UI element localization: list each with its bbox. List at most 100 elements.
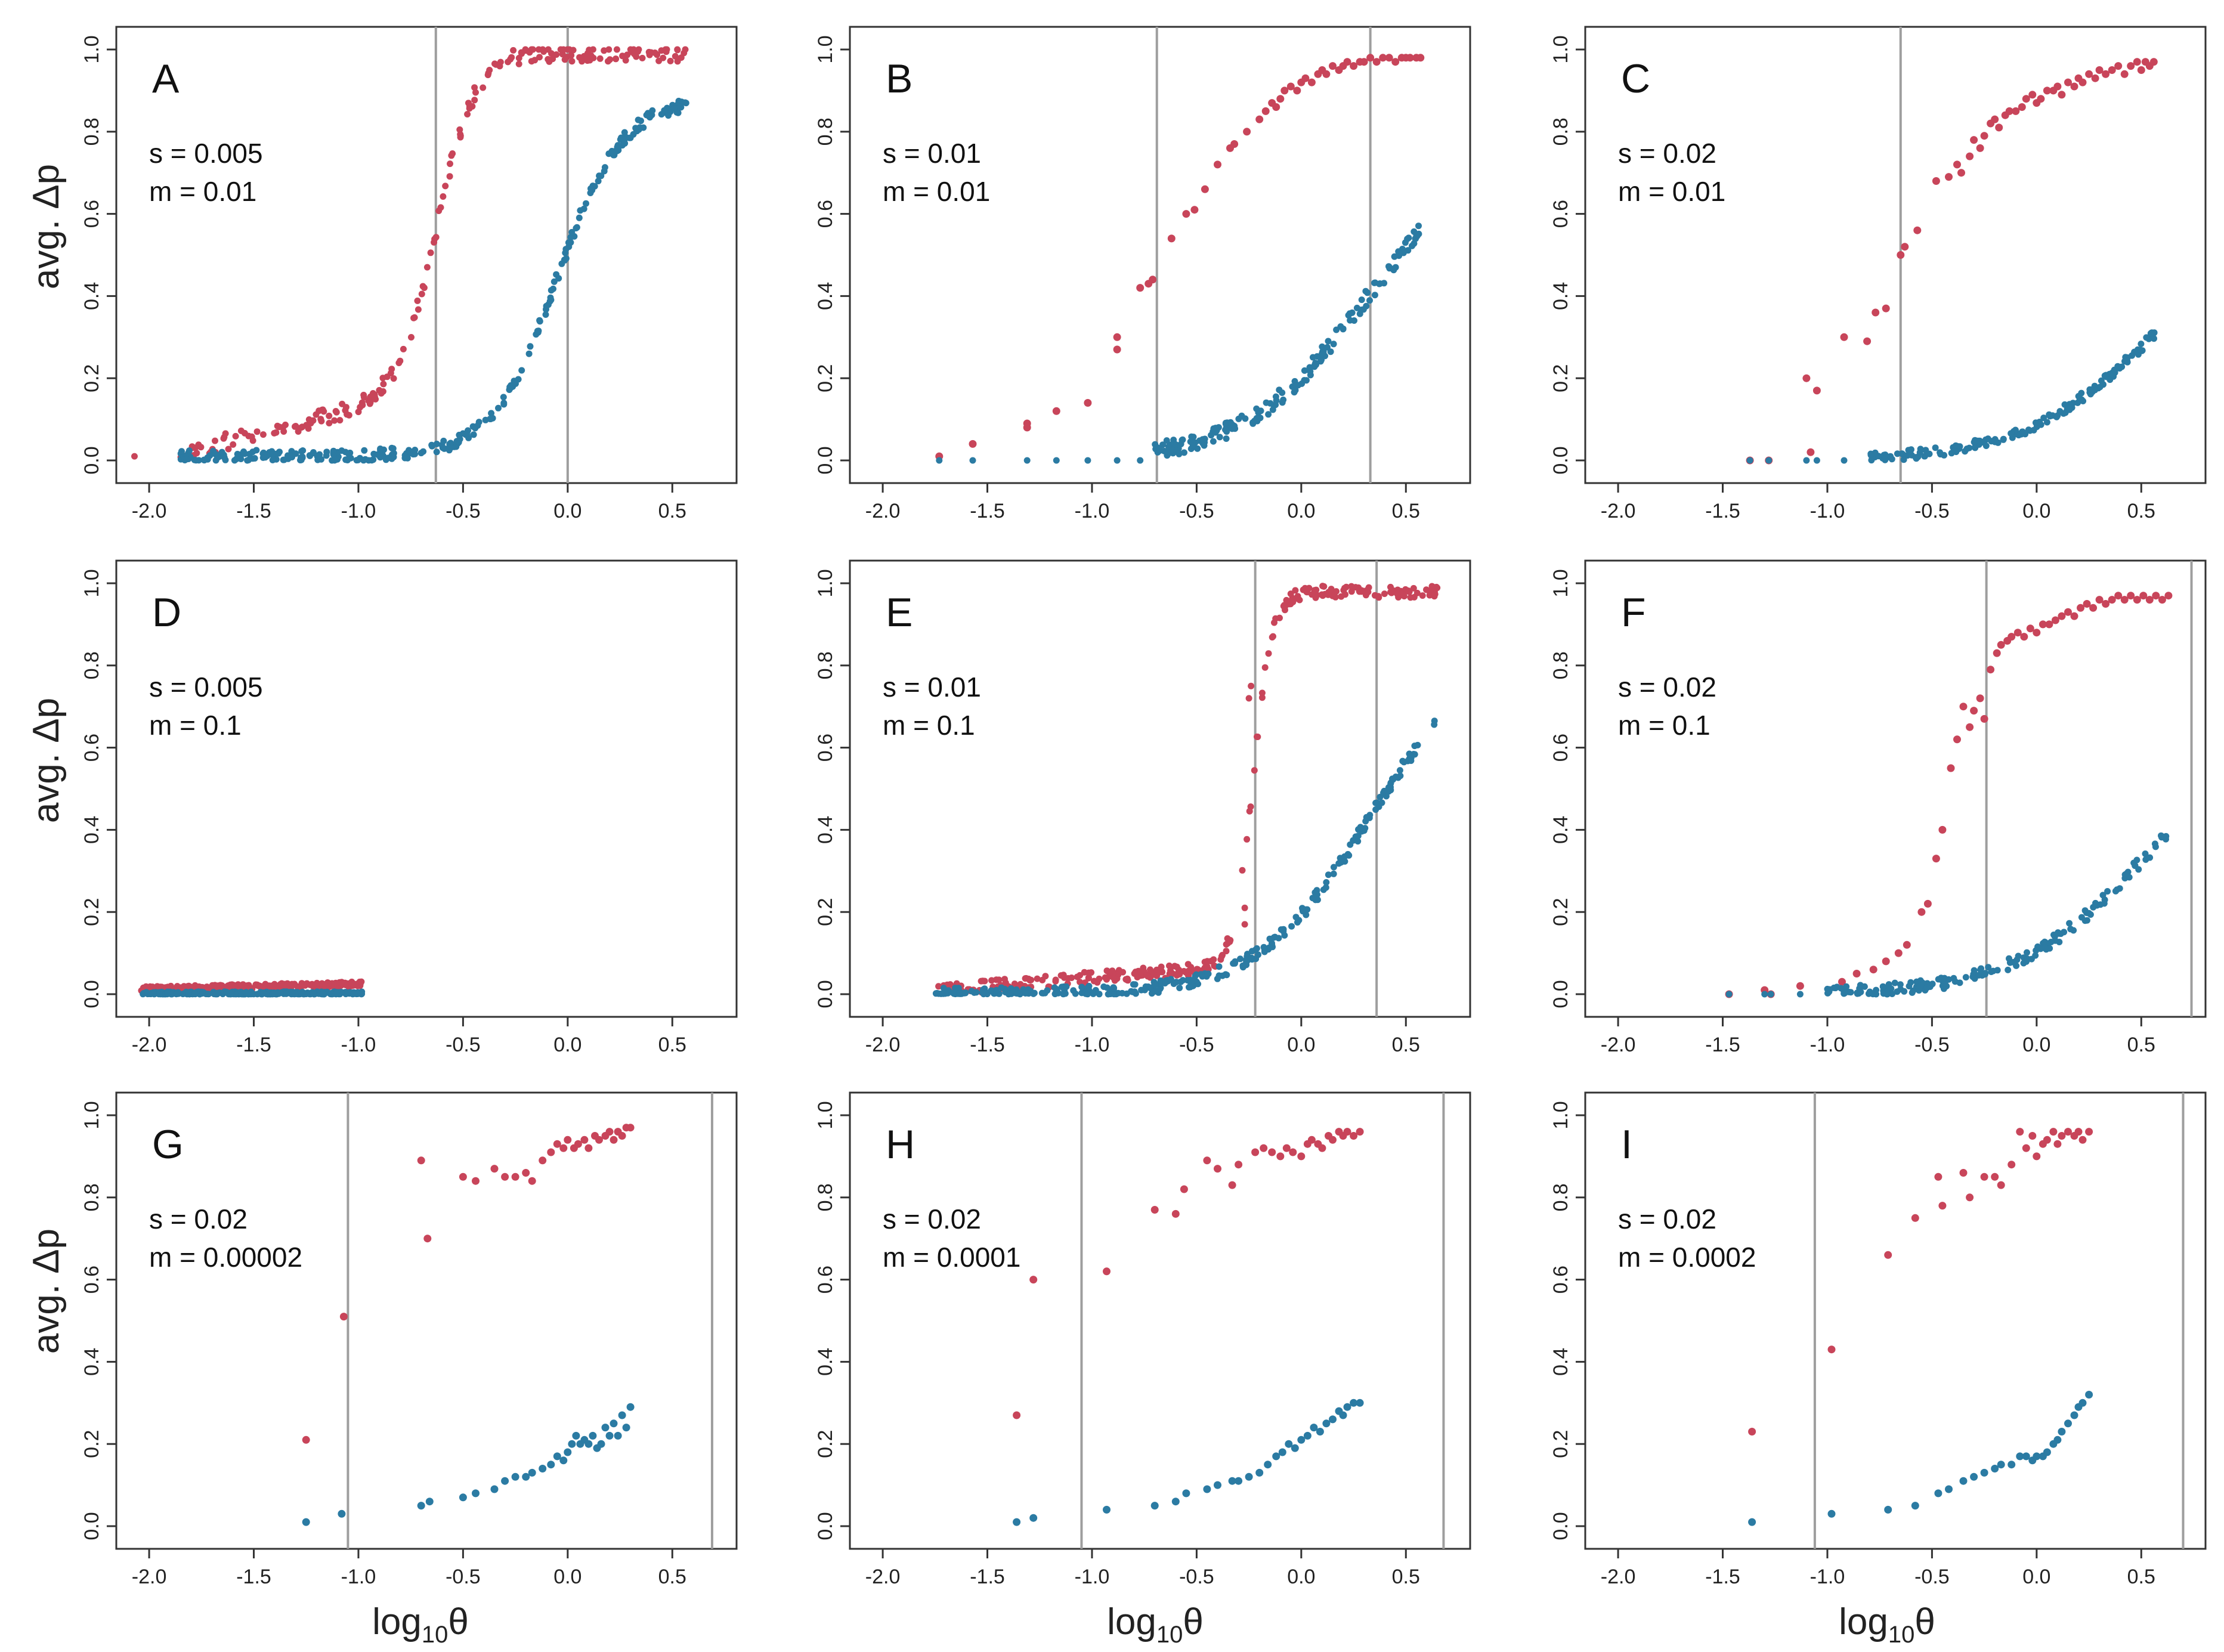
- blue-point: [1765, 457, 1773, 464]
- blue-point: [601, 168, 608, 175]
- blue-point: [1954, 443, 1961, 450]
- blue-point: [500, 394, 507, 401]
- blue-point: [1990, 967, 1997, 975]
- blue-point: [998, 984, 1005, 991]
- blue-point: [1173, 441, 1180, 448]
- blue-point: [1007, 990, 1014, 997]
- blue-point: [1053, 457, 1060, 464]
- blue-point: [1323, 879, 1330, 886]
- y-tick-label: 0.2: [1549, 364, 1572, 392]
- red-point: [336, 417, 344, 424]
- y-tick-label: 0.6: [81, 734, 103, 762]
- blue-point: [249, 448, 256, 456]
- blue-point: [183, 456, 190, 463]
- blue-point: [2083, 909, 2090, 916]
- red-point: [1294, 595, 1301, 602]
- red-point: [624, 51, 631, 58]
- x-axis-label-col1: log10θ: [372, 1601, 469, 1648]
- y-tick-label: 0.6: [814, 1266, 837, 1294]
- red-point: [1400, 593, 1408, 600]
- red-point: [310, 417, 317, 424]
- red-point: [274, 422, 281, 429]
- red-point: [2058, 1132, 2066, 1140]
- blue-point: [1178, 437, 1186, 444]
- blue-point: [1827, 1509, 1836, 1518]
- red-point: [431, 239, 438, 246]
- blue-point: [404, 454, 411, 462]
- blue-point: [297, 989, 304, 997]
- y-axis-label-row2: avg. Δp: [26, 698, 67, 823]
- red-point: [1028, 976, 1035, 983]
- red-point: [1976, 694, 1984, 703]
- red-point: [2012, 107, 2020, 115]
- blue-point: [1186, 977, 1193, 985]
- blue-point: [377, 446, 384, 452]
- red-point: [1366, 54, 1375, 62]
- red-point: [1991, 1173, 1999, 1181]
- red-point: [1997, 1181, 2005, 1189]
- red-point: [342, 979, 349, 986]
- x-tick-label: -2.0: [132, 1034, 167, 1056]
- blue-point: [1360, 306, 1367, 313]
- blue-point: [2053, 1436, 2062, 1444]
- blue-point: [428, 441, 435, 448]
- red-point: [442, 182, 449, 190]
- blue-point: [562, 255, 570, 262]
- blue-point: [1131, 981, 1139, 988]
- blue-point: [1913, 455, 1920, 462]
- blue-point: [474, 422, 481, 429]
- red-point: [2064, 78, 2072, 86]
- red-point: [417, 1156, 425, 1165]
- red-point: [2078, 78, 2087, 86]
- blue-point: [1979, 439, 1986, 446]
- red-point: [1149, 276, 1157, 284]
- y-tick-label: 0.4: [814, 816, 837, 844]
- blue-point: [191, 989, 199, 997]
- red-point: [1057, 972, 1065, 979]
- red-point: [553, 51, 560, 58]
- blue-point: [553, 1452, 561, 1461]
- blue-point: [649, 107, 656, 114]
- red-point: [1180, 1185, 1188, 1193]
- blue-point: [1276, 386, 1283, 394]
- y-axis-label-row1: avg. Δp: [26, 164, 67, 289]
- panel-letter: H: [886, 1122, 915, 1167]
- red-point: [347, 982, 354, 989]
- blue-point: [1371, 292, 1378, 299]
- red-point: [1258, 689, 1266, 697]
- panel-B: 0.0 0.2 0.4 0.6 0.8 1.0 -2.0 -1.5 -1.0 -0.5 0.0 0.5…: [814, 26, 1471, 522]
- blue-point: [1189, 442, 1196, 449]
- red-point: [1113, 345, 1121, 354]
- red-point: [304, 980, 311, 987]
- x-tick-label: -1.5: [236, 500, 271, 522]
- red-point: [331, 417, 338, 424]
- blue-point: [193, 457, 200, 464]
- red-point: [1923, 899, 1932, 908]
- red-point: [371, 394, 378, 401]
- red-point: [1966, 1193, 1974, 1202]
- red-point: [360, 394, 367, 401]
- x-tick-label: -1.5: [970, 1566, 1005, 1588]
- blue-point: [1309, 895, 1316, 902]
- blue-point: [2037, 421, 2044, 428]
- red-point: [1201, 964, 1208, 972]
- blue-point: [1255, 951, 1261, 958]
- blue-point: [2067, 926, 2074, 933]
- red-point: [2089, 604, 2098, 612]
- red-point: [663, 46, 670, 53]
- blue-point: [622, 1424, 630, 1432]
- red-point: [2078, 1136, 2087, 1144]
- blue-point: [1297, 1436, 1306, 1444]
- x-tick-label: -1.0: [341, 500, 376, 522]
- blue-point: [1314, 891, 1320, 898]
- blue-point: [1084, 457, 1091, 464]
- blue-point: [1272, 393, 1279, 400]
- blue-point: [614, 142, 621, 149]
- blue-point: [1343, 1403, 1351, 1411]
- blue-point: [2019, 428, 2025, 435]
- blue-point: [1972, 444, 1979, 451]
- red-point: [1938, 1202, 1947, 1210]
- red-point: [522, 46, 529, 53]
- blue-point: [330, 447, 337, 454]
